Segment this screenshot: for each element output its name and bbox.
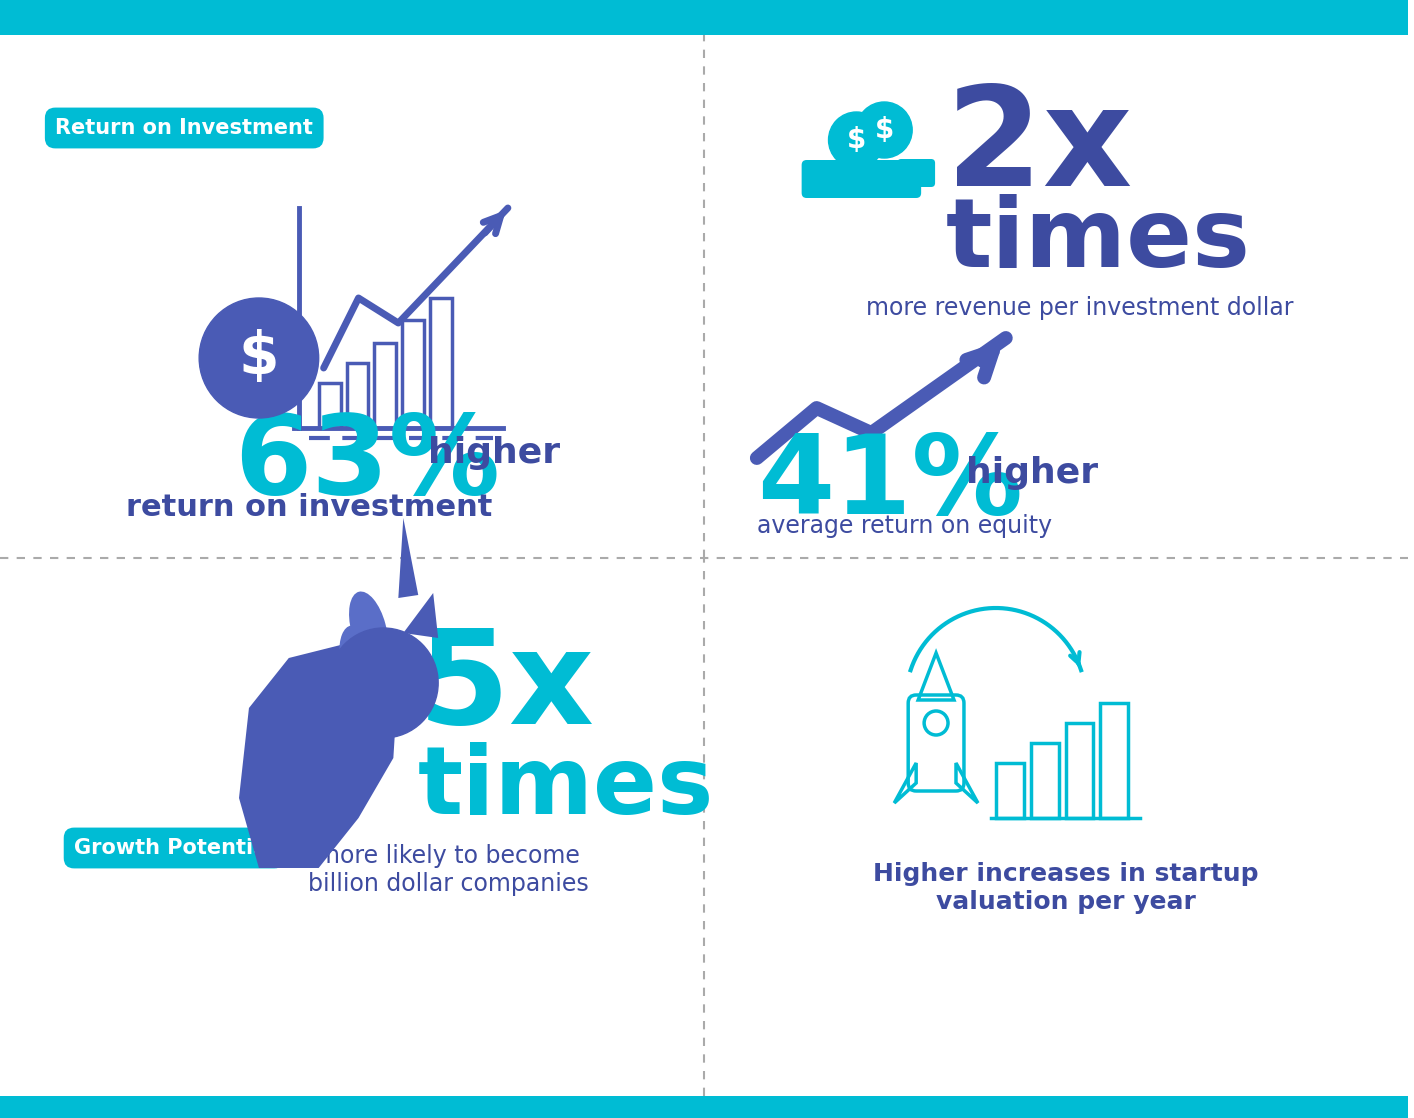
Text: 2x: 2x: [946, 80, 1133, 216]
Polygon shape: [399, 518, 419, 598]
Text: return on investment: return on investment: [126, 493, 492, 522]
Text: 41%: 41%: [756, 429, 1022, 537]
Bar: [0, 0, 1408, 35]
Text: Higher increases in startup
valuation per year: Higher increases in startup valuation pe…: [872, 862, 1258, 913]
Text: Growth Potential: Growth Potential: [74, 838, 274, 858]
Text: $: $: [847, 126, 865, 154]
Text: 63%: 63%: [235, 409, 501, 517]
Text: more revenue per investment dollar: more revenue per investment dollar: [867, 296, 1294, 320]
Bar: [995, 762, 1024, 818]
FancyBboxPatch shape: [802, 160, 921, 198]
Text: more likely to become
billion dollar companies: more likely to become billion dollar com…: [308, 844, 588, 896]
Text: $: $: [239, 330, 279, 387]
Polygon shape: [403, 593, 438, 638]
Circle shape: [857, 102, 912, 158]
Text: times: times: [419, 742, 714, 834]
Text: average return on equity: average return on equity: [756, 514, 1052, 538]
Text: $: $: [875, 116, 894, 144]
Ellipse shape: [349, 591, 387, 664]
Bar: [0, 1096, 1408, 1118]
Ellipse shape: [339, 626, 368, 681]
Bar: [403, 320, 424, 428]
Text: higher: higher: [966, 456, 1099, 490]
Circle shape: [328, 628, 438, 738]
Polygon shape: [239, 643, 399, 868]
Bar: [318, 383, 341, 428]
Circle shape: [829, 112, 884, 168]
Bar: [1100, 703, 1128, 818]
Bar: [430, 299, 452, 428]
Text: higher: higher: [428, 436, 560, 470]
Bar: [1066, 723, 1093, 818]
Text: Return on Investment: Return on Investment: [55, 119, 312, 138]
Bar: [1031, 743, 1059, 818]
Bar: [346, 363, 369, 428]
FancyBboxPatch shape: [898, 159, 935, 187]
Text: times: times: [946, 193, 1251, 286]
Circle shape: [199, 299, 318, 418]
Text: 5x: 5x: [419, 625, 595, 751]
Bar: [375, 343, 396, 428]
